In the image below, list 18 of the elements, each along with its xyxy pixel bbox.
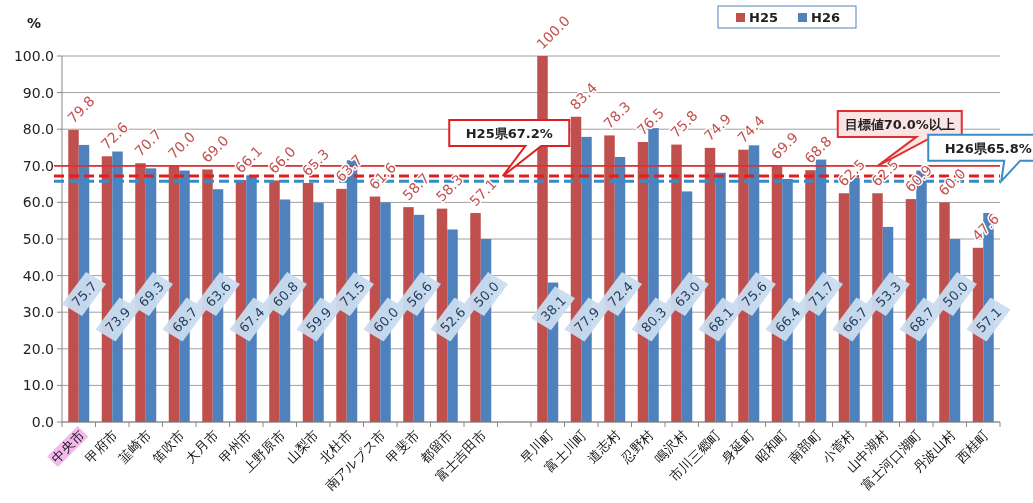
y-tick-label: 60.0 [22, 194, 54, 211]
y-tick-label: 70.0 [22, 157, 54, 174]
ref-line-label: H26県65.8% [944, 140, 1032, 156]
ref-line-label: 目標値70.0%以上 [844, 116, 955, 132]
y-tick-label: 30.0 [22, 304, 54, 321]
y-tick-label: 90.0 [22, 84, 54, 101]
x-tick-label: 甲斐市 [383, 427, 422, 466]
ref-line-label: H25県67.2% [465, 126, 553, 142]
y-axis-title: % [26, 15, 42, 31]
legend-label: H26 [811, 10, 840, 25]
y-tick-label: 100.0 [13, 48, 54, 64]
y-tick-label: 0.0 [31, 414, 54, 430]
y-tick-label: 80.0 [22, 121, 54, 138]
legend-label: H25 [749, 10, 778, 25]
y-tick-label: 40.0 [22, 267, 54, 284]
y-tick-label: 10.0 [22, 377, 54, 394]
y-tick-label: 20.0 [22, 340, 54, 357]
y-tick-label: 50.0 [22, 231, 54, 247]
